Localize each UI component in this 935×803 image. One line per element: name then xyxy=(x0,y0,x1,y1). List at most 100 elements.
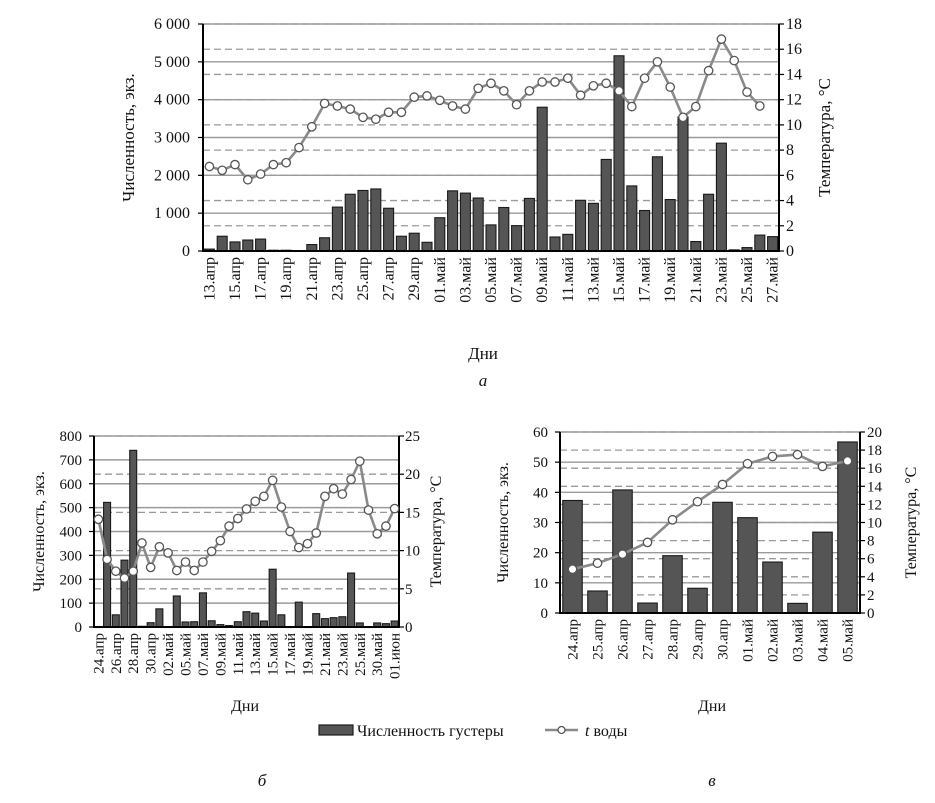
temperature-point xyxy=(163,548,173,558)
x-tick-label: 23.апр xyxy=(329,257,346,300)
bar xyxy=(511,225,523,252)
left-tick-label: 0 xyxy=(182,243,190,260)
temperature-point xyxy=(268,159,279,170)
bar xyxy=(787,602,808,614)
bar xyxy=(344,193,356,252)
bar xyxy=(320,618,329,628)
bar xyxy=(268,568,277,628)
right-tick-label: 0 xyxy=(786,243,794,260)
temperature-point xyxy=(363,505,374,515)
bar xyxy=(754,234,766,252)
temperature-point xyxy=(588,80,599,91)
x-tick-label: 21.май xyxy=(688,257,705,303)
right-tick-label: 6 xyxy=(867,552,875,568)
bar xyxy=(242,239,254,252)
temperature-point xyxy=(259,491,269,502)
bar xyxy=(637,602,658,614)
right-tick-label: 20 xyxy=(405,467,420,483)
temperature-point xyxy=(703,65,714,76)
temperature-point xyxy=(396,107,407,118)
bar xyxy=(255,238,267,252)
temperature-point xyxy=(198,557,208,567)
temperature-point xyxy=(562,73,573,84)
x-tick-label: 11.май xyxy=(231,633,247,675)
right-axis-title: Температура, °C xyxy=(903,467,920,579)
x-tick-label: 30.май xyxy=(370,633,386,676)
bar xyxy=(331,206,343,252)
chart-c-panel-label: в xyxy=(708,771,716,790)
left-tick-label: 1 000 xyxy=(154,205,190,222)
x-tick-label: 13.май xyxy=(248,633,264,676)
right-axis-title: Температура, °C xyxy=(815,78,834,197)
bar xyxy=(587,590,608,614)
x-tick-label: 09.май xyxy=(534,257,551,303)
left-tick-label: 700 xyxy=(60,453,83,469)
bar xyxy=(639,209,651,252)
temperature-point xyxy=(567,564,578,575)
x-tick-label: 05.май xyxy=(841,619,857,662)
right-tick-label: 16 xyxy=(867,461,883,477)
temperature-point xyxy=(473,83,484,94)
x-tick-label: 17.май xyxy=(283,633,299,676)
x-tick-label: 17.май xyxy=(637,257,654,303)
temperature-point xyxy=(319,98,330,109)
temperature-point xyxy=(716,34,727,44)
right-tick-label: 10 xyxy=(786,117,802,134)
bar xyxy=(837,441,858,614)
bar xyxy=(383,207,395,252)
chart-c: 0 10 20 30 40 50 60 0 2 4 6 8 10 12 14 16 18 20 Численност… xyxy=(495,425,920,662)
left-tick-label: 30 xyxy=(533,516,548,532)
right-tick-label: 4 xyxy=(786,193,794,210)
temperature-point xyxy=(206,546,217,557)
temperature-point xyxy=(389,503,400,514)
x-tick-label: 15.апр xyxy=(227,257,244,300)
bar xyxy=(690,240,702,252)
left-tick-label: 40 xyxy=(533,485,548,501)
bar xyxy=(357,189,369,252)
temperature-point xyxy=(255,169,266,179)
left-tick-label: 50 xyxy=(533,455,548,471)
temperature-point xyxy=(250,496,261,507)
right-tick-label: 2 xyxy=(786,218,794,235)
legend-line-italic: t xyxy=(585,723,590,740)
left-tick-label: 800 xyxy=(60,429,83,445)
temperature-point xyxy=(575,90,586,101)
temperature-point xyxy=(667,514,678,525)
x-tick-label: 24.апр xyxy=(566,619,582,660)
bar xyxy=(600,158,612,252)
legend-line-text: воды xyxy=(589,723,627,740)
temperature-point xyxy=(617,549,628,560)
bar xyxy=(562,233,574,252)
x-tick-label: 01.май xyxy=(741,619,757,662)
x-tick-label: 23.май xyxy=(335,633,351,676)
temperature-point xyxy=(370,114,381,125)
bar xyxy=(172,595,181,628)
temperature-point xyxy=(276,502,287,512)
x-tick-label: 13.апр xyxy=(201,257,218,300)
temperature-point xyxy=(110,566,121,577)
bar xyxy=(447,190,459,252)
x-tick-label: 19.май xyxy=(301,633,317,676)
temperature-point xyxy=(285,526,295,537)
right-tick-label: 8 xyxy=(786,142,794,159)
bar xyxy=(664,198,676,252)
x-tick-label: 07.май xyxy=(196,633,212,676)
x-tick-label: 09.май xyxy=(213,633,229,676)
temperature-point xyxy=(171,565,182,576)
x-tick-label: 02.май xyxy=(161,633,177,676)
x-tick-label: 23.май xyxy=(713,257,730,303)
x-tick-label: 07.май xyxy=(509,257,526,303)
temperature-point xyxy=(294,142,304,153)
x-tick-label: 13.май xyxy=(585,257,602,303)
right-tick-label: 2 xyxy=(867,588,875,604)
x-tick-label: 01.май xyxy=(432,257,449,303)
right-tick-label: 8 xyxy=(867,534,875,550)
temperature-point xyxy=(372,528,383,539)
bar xyxy=(715,142,727,252)
bar xyxy=(498,206,510,252)
bar xyxy=(523,197,535,252)
temperature-point xyxy=(592,558,603,569)
temperature-point xyxy=(215,535,226,546)
left-tick-label: 20 xyxy=(533,546,548,562)
